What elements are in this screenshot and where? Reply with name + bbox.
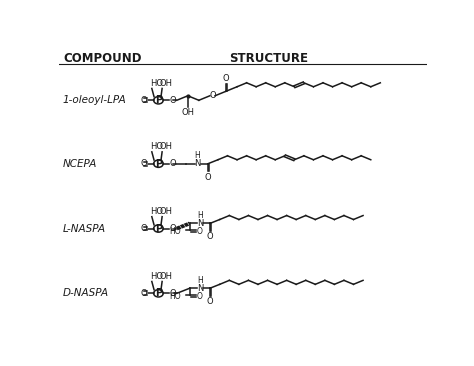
Text: N: N: [194, 159, 200, 168]
Text: P: P: [155, 288, 162, 298]
Text: O: O: [141, 224, 147, 233]
Text: H: H: [194, 151, 200, 160]
Text: HO: HO: [150, 272, 164, 281]
Text: P: P: [155, 159, 162, 169]
Text: P: P: [155, 224, 162, 234]
Text: O: O: [170, 159, 176, 168]
Text: O: O: [197, 227, 203, 236]
Text: COMPOUND: COMPOUND: [63, 52, 141, 66]
Text: NCEPA: NCEPA: [63, 159, 97, 169]
Text: O: O: [205, 173, 211, 182]
Text: HO: HO: [150, 142, 164, 151]
Text: OH: OH: [159, 272, 172, 281]
Text: HO: HO: [169, 227, 181, 236]
Text: 1-oleoyl-LPA: 1-oleoyl-LPA: [63, 95, 127, 105]
Text: HO: HO: [150, 207, 164, 216]
Text: OH: OH: [159, 142, 172, 151]
Text: OH: OH: [182, 108, 194, 117]
Text: HO: HO: [169, 292, 181, 301]
Text: OH: OH: [159, 207, 172, 216]
Text: D-NASPA: D-NASPA: [63, 288, 109, 298]
Text: O: O: [141, 159, 147, 168]
Text: O: O: [210, 91, 217, 100]
Text: H: H: [197, 211, 203, 220]
Text: P: P: [155, 95, 162, 105]
Text: N: N: [197, 219, 203, 228]
Text: O: O: [170, 224, 176, 233]
Text: L-NASPA: L-NASPA: [63, 224, 106, 234]
Text: O: O: [170, 289, 176, 298]
Text: H: H: [197, 276, 203, 285]
Text: O: O: [207, 297, 213, 306]
Text: O: O: [197, 292, 203, 300]
Text: STRUCTURE: STRUCTURE: [229, 52, 308, 66]
Text: HO: HO: [150, 79, 164, 87]
Text: O: O: [170, 96, 176, 105]
Text: O: O: [141, 289, 147, 298]
Text: O: O: [207, 232, 213, 242]
Text: O: O: [223, 74, 229, 83]
Text: O: O: [141, 96, 147, 105]
Text: N: N: [197, 284, 203, 293]
Text: OH: OH: [159, 79, 172, 87]
